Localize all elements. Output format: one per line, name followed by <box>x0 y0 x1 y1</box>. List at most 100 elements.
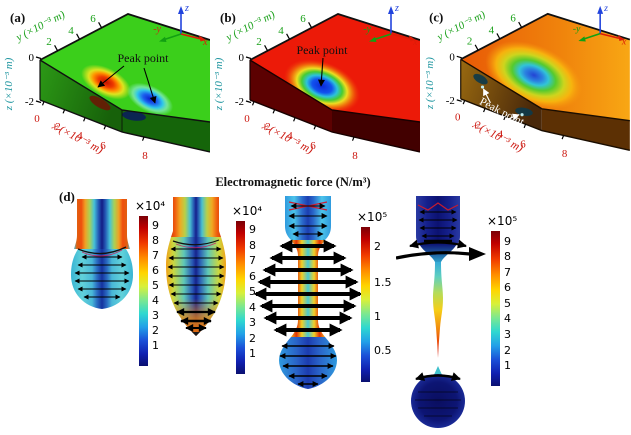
z-axis-label: z (×10⁻³ m) <box>3 57 15 111</box>
surface-c <box>460 12 631 151</box>
droplet-1-pendant <box>71 199 133 309</box>
tip-cap <box>192 332 200 336</box>
y-tick: 2 <box>467 36 472 48</box>
colorbar-2: ×10⁴ 9 8 7 6 5 4 3 2 1 <box>232 204 270 374</box>
positive-peak-blob <box>81 64 131 100</box>
droplet-3-necked <box>253 196 363 389</box>
x-tick: 6 <box>310 140 316 152</box>
colorbar-tick: 8 <box>504 250 511 263</box>
drop-region <box>279 337 337 389</box>
z-tick: 0 <box>239 52 245 64</box>
y-tick: 4 <box>278 25 284 37</box>
colorbar-tick: 9 <box>504 235 511 248</box>
y-tick: 4 <box>68 25 74 37</box>
x-tick: 2 <box>55 121 61 133</box>
tick-marks <box>35 22 145 141</box>
x-tick: 2 <box>265 121 271 133</box>
tick-marks <box>456 21 565 140</box>
right-face <box>541 108 630 151</box>
svg-text:-y: -y <box>363 24 371 35</box>
force-arrows <box>74 254 130 300</box>
x-tick: 8 <box>142 150 148 162</box>
colorbar-1-gradient <box>139 216 148 366</box>
y-tick: 6 <box>510 13 516 25</box>
colorbar-tick: 6 <box>152 264 159 277</box>
drop-arrow <box>415 372 461 381</box>
droplet-2-elongated <box>166 197 226 336</box>
colorbar-tick: 2 <box>374 240 381 253</box>
x-tick: 6 <box>100 140 106 152</box>
colorbar-tick: 5 <box>249 285 256 298</box>
svg-text:x: x <box>412 37 418 48</box>
axis-triad-icon: z x -y <box>153 3 208 48</box>
svg-text:x: x <box>202 37 208 48</box>
x-tick: 2 <box>476 120 481 132</box>
colorbar-tick: 1 <box>504 359 511 372</box>
colorbar-4-scale: ×10⁵ <box>487 214 518 228</box>
colorbar-tick: 8 <box>249 239 256 252</box>
colorbar-tick: 7 <box>504 266 511 279</box>
colorbar-tick: 2 <box>249 332 256 345</box>
wire-arrows <box>288 203 328 237</box>
colorbar-tick: 8 <box>152 234 159 247</box>
svg-text:z: z <box>603 3 608 14</box>
z-tick: -2 <box>446 95 455 107</box>
colorbar-tick: 5 <box>504 297 511 310</box>
z-tick: 0 <box>29 52 35 64</box>
force-arrows-bold <box>176 308 216 332</box>
colorbar-tick: 3 <box>504 328 511 341</box>
y-tick: 6 <box>90 13 96 25</box>
front-face <box>250 60 332 132</box>
colorbar-tick: 1 <box>374 310 381 323</box>
contact-line <box>417 202 459 211</box>
svg-text:-y: -y <box>573 24 581 35</box>
colorbar-tick: 2 <box>152 324 159 337</box>
curved-arrow <box>409 239 467 249</box>
x-tick: 4 <box>498 128 504 140</box>
panel-letter: (c) <box>429 11 443 25</box>
colorbar-3-gradient <box>361 227 370 382</box>
detached-drop <box>411 374 465 428</box>
big-right-arrow <box>396 247 486 261</box>
droplet-4-detachment <box>396 196 486 428</box>
colorbar-tick: 4 <box>152 294 159 307</box>
colorbar-tick: 0.5 <box>374 344 392 357</box>
colorbar-tick: 7 <box>249 254 256 267</box>
svg-text:Peak point: Peak point <box>297 43 349 57</box>
wire-region <box>171 197 221 237</box>
svg-text:-y: -y <box>153 24 161 35</box>
section-d-title: Electromagnetic force (N/m³) <box>215 175 371 189</box>
colorbar-1-scale: ×10⁴ <box>135 199 166 213</box>
tick-marks <box>245 22 355 141</box>
z-tick: -2 <box>235 96 244 108</box>
axis-triad-icon: z x -y <box>363 3 418 48</box>
neck-region <box>291 240 325 337</box>
surface-b <box>249 13 420 153</box>
svg-text:Peak point: Peak point <box>118 51 170 65</box>
colorbar-tick: 4 <box>504 312 511 325</box>
colorbar-tick: 5 <box>152 279 159 292</box>
svg-text:x: x <box>621 37 627 48</box>
z-axis-label: z (×10⁻³ m) <box>424 57 436 110</box>
y-tick: 6 <box>300 13 306 25</box>
y-tick: 2 <box>46 36 52 48</box>
x-tick: 8 <box>562 148 568 160</box>
wire-region <box>74 199 130 249</box>
colorbar-tick: 3 <box>249 316 256 329</box>
x-tick: 0 <box>455 112 461 124</box>
y-tick: 4 <box>489 25 495 37</box>
axis-triad-icon: z x -y <box>573 3 627 48</box>
z-tick: -2 <box>25 96 34 108</box>
colorbar-tick: 1.5 <box>374 276 392 289</box>
colorbar-1: ×10⁴ 9 8 7 6 5 4 3 2 1 <box>135 199 173 366</box>
panel-letter-d: (d) <box>59 189 75 204</box>
svg-text:z: z <box>394 3 399 14</box>
x-tick: 0 <box>34 113 40 125</box>
x-tick: 6 <box>520 138 526 150</box>
colorbar-4: ×10⁵ 9 8 7 6 5 4 3 2 1 <box>487 214 525 386</box>
colorbar-tick: 3 <box>152 309 159 322</box>
x-tick: 8 <box>352 150 358 162</box>
colorbar-tick: 6 <box>504 281 511 294</box>
surface-a <box>39 13 210 153</box>
force-arrows <box>167 246 225 306</box>
